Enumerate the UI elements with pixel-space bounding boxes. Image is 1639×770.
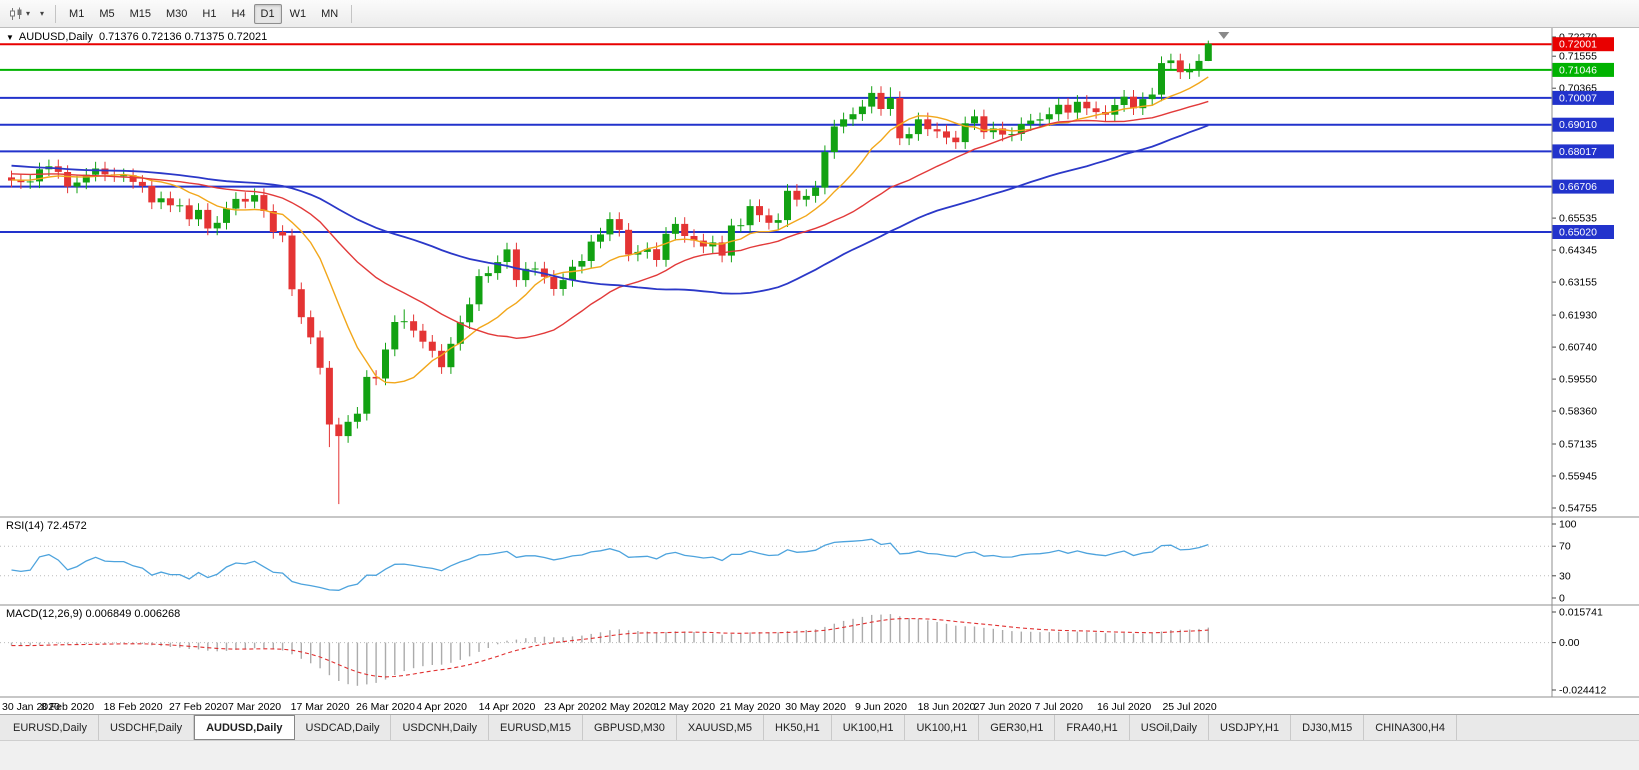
svg-text:2 May 2020: 2 May 2020 (601, 701, 656, 713)
svg-text:4 Apr 2020: 4 Apr 2020 (416, 701, 467, 713)
chart-tab[interactable]: USDCNH,Daily (391, 715, 490, 740)
toolbar-dropdown-button[interactable]: ▾ (35, 7, 49, 21)
chevron-down-icon: ▾ (40, 8, 45, 18)
chart-tabs-bar: EURUSD,Daily USDCHF,Daily AUDUSD,Daily USDC… (0, 714, 1639, 740)
svg-text:0.58360: 0.58360 (1559, 406, 1597, 418)
svg-text:0.70007: 0.70007 (1559, 92, 1597, 104)
chart-tab[interactable]: XAUUSD,M5 (677, 715, 765, 740)
svg-text:0.72001: 0.72001 (1559, 39, 1597, 51)
timeframe-mn[interactable]: MN (321, 7, 339, 20)
svg-text:0.71555: 0.71555 (1559, 51, 1597, 63)
toolbar-separator (55, 4, 57, 23)
svg-text:0.57135: 0.57135 (1559, 439, 1597, 451)
svg-text:16 Jul 2020: 16 Jul 2020 (1097, 701, 1151, 713)
svg-text:14 Apr 2020: 14 Apr 2020 (479, 701, 536, 713)
macd-indicator-label: MACD(12,26,9) 0.006849 0.006268 (6, 608, 181, 620)
svg-text:30 May 2020: 30 May 2020 (785, 701, 846, 713)
toolbar-separator (351, 4, 353, 23)
chart-tab[interactable]: AUDUSD,Daily (194, 715, 295, 740)
svg-text:0.63155: 0.63155 (1559, 277, 1597, 289)
timeframe-m15[interactable]: M15 (129, 7, 151, 20)
chart-tab[interactable]: UK100,H1 (832, 715, 906, 740)
chart-window[interactable]: 0.722700.715550.703650.655350.643450.631… (0, 28, 1639, 714)
chart-tab[interactable]: USDCHF,Daily (99, 715, 195, 740)
svg-text:7 Mar 2020: 7 Mar 2020 (228, 701, 281, 713)
svg-text:18 Feb 2020: 18 Feb 2020 (104, 701, 163, 713)
toolbar: ▾ ▾ M1 M5 M15 M30 H1 H4 D1 W1 MN (0, 0, 1639, 28)
svg-text:0.54755: 0.54755 (1559, 503, 1597, 515)
chart-tab[interactable]: UK100,H1 (905, 715, 980, 740)
chart-ohlc-text: AUDUSD,Daily 0.71376 0.72136 0.71375 0.7… (18, 31, 268, 43)
window-marker-icon: ▼ (6, 32, 14, 42)
candlestick-series (8, 40, 1212, 505)
timeframe-buttons: M1 M5 M15 M30 H1 H4 D1 W1 MN (62, 3, 345, 24)
svg-text:25 Jul 2020: 25 Jul 2020 (1162, 701, 1216, 713)
chart-tab[interactable]: HK50,H1 (764, 715, 832, 740)
chart-shift-marker[interactable] (1218, 32, 1230, 39)
svg-text:26 Mar 2020: 26 Mar 2020 (356, 701, 415, 713)
svg-text:7 Jul 2020: 7 Jul 2020 (1034, 701, 1083, 713)
chart-type-button[interactable]: ▾ (4, 4, 35, 24)
svg-text:0.61930: 0.61930 (1559, 310, 1597, 322)
rsi-indicator: 100 70 30 0 (0, 519, 1577, 605)
svg-text:0.00: 0.00 (1559, 637, 1580, 649)
chevron-down-icon: ▾ (26, 8, 31, 18)
price-chart-canvas[interactable]: 0.722700.715550.703650.655350.643450.631… (0, 28, 1639, 714)
chart-tab[interactable]: CHINA300,H4 (1364, 715, 1457, 740)
timeframe-d1[interactable]: D1 (253, 3, 282, 24)
price-axis-ticks: 0.722700.715550.703650.655350.643450.631… (1552, 32, 1597, 515)
svg-text:0.60740: 0.60740 (1559, 342, 1597, 354)
svg-text:0.71046: 0.71046 (1559, 64, 1597, 76)
svg-text:27 Feb 2020: 27 Feb 2020 (169, 701, 228, 713)
svg-text:23 Apr 2020: 23 Apr 2020 (544, 701, 601, 713)
svg-text:0: 0 (1559, 593, 1565, 605)
timeframe-m1[interactable]: M1 (69, 7, 85, 20)
chart-tab[interactable]: USOil,Daily (1130, 715, 1210, 740)
svg-text:100: 100 (1559, 519, 1577, 531)
svg-text:27 Jun 2020: 27 Jun 2020 (974, 701, 1032, 713)
svg-text:0.015741: 0.015741 (1559, 607, 1603, 619)
timeframe-m30[interactable]: M30 (166, 7, 188, 20)
horizontal-level-lines[interactable]: 0.72001 0.71046 0.70007 0.69010 0.68017 0.667… (0, 37, 1614, 239)
svg-text:0.65535: 0.65535 (1559, 213, 1597, 225)
chart-tab[interactable]: USDJPY,H1 (1209, 715, 1292, 740)
chart-ohlc-header: ▼ AUDUSD,Daily 0.71376 0.72136 0.71375 0… (6, 31, 267, 43)
svg-text:0.59550: 0.59550 (1559, 374, 1597, 386)
svg-text:9 Jun 2020: 9 Jun 2020 (855, 701, 907, 713)
svg-text:18 Jun 2020: 18 Jun 2020 (918, 701, 976, 713)
chart-tab[interactable]: GER30,H1 (979, 715, 1056, 740)
svg-text:17 Mar 2020: 17 Mar 2020 (291, 701, 350, 713)
chart-tab[interactable]: EURUSD,Daily (2, 715, 99, 740)
chart-tab[interactable]: GBPUSD,M30 (583, 715, 677, 740)
chart-tab[interactable]: EURUSD,M15 (489, 715, 583, 740)
timeframe-w1[interactable]: W1 (289, 7, 307, 20)
timeframe-h4[interactable]: H4 (231, 7, 246, 20)
chart-tab[interactable]: DJ30,M15 (1291, 715, 1365, 740)
svg-text:30: 30 (1559, 570, 1571, 582)
moving-average-lines (11, 76, 1209, 384)
svg-text:0.64345: 0.64345 (1559, 245, 1597, 257)
chart-tab[interactable]: FRA40,H1 (1055, 715, 1130, 740)
svg-text:0.68017: 0.68017 (1559, 146, 1597, 158)
svg-text:8 Feb 2020: 8 Feb 2020 (41, 701, 94, 713)
panel-separators[interactable] (0, 516, 1639, 698)
svg-text:21 May 2020: 21 May 2020 (720, 701, 781, 713)
timeframe-h1[interactable]: H1 (202, 7, 217, 20)
svg-text:0.69010: 0.69010 (1559, 119, 1597, 131)
chart-tab[interactable]: USDCAD,Daily (295, 715, 392, 740)
macd-indicator: 0.015741 0.00 -0.024412 (0, 607, 1606, 697)
svg-text:12 May 2020: 12 May 2020 (654, 701, 715, 713)
timeframe-m5[interactable]: M5 (99, 7, 115, 20)
svg-text:-0.024412: -0.024412 (1559, 685, 1606, 697)
svg-text:0.65020: 0.65020 (1559, 227, 1597, 239)
candlestick-chart-icon (10, 7, 22, 20)
rsi-indicator-label: RSI(14) 72.4572 (6, 520, 87, 532)
svg-text:0.55945: 0.55945 (1559, 471, 1597, 483)
svg-text:30 Jan 2020: 30 Jan 2020 (2, 701, 60, 713)
svg-text:70: 70 (1559, 541, 1571, 553)
status-bar (0, 740, 1639, 770)
svg-text:0.66706: 0.66706 (1559, 181, 1597, 193)
